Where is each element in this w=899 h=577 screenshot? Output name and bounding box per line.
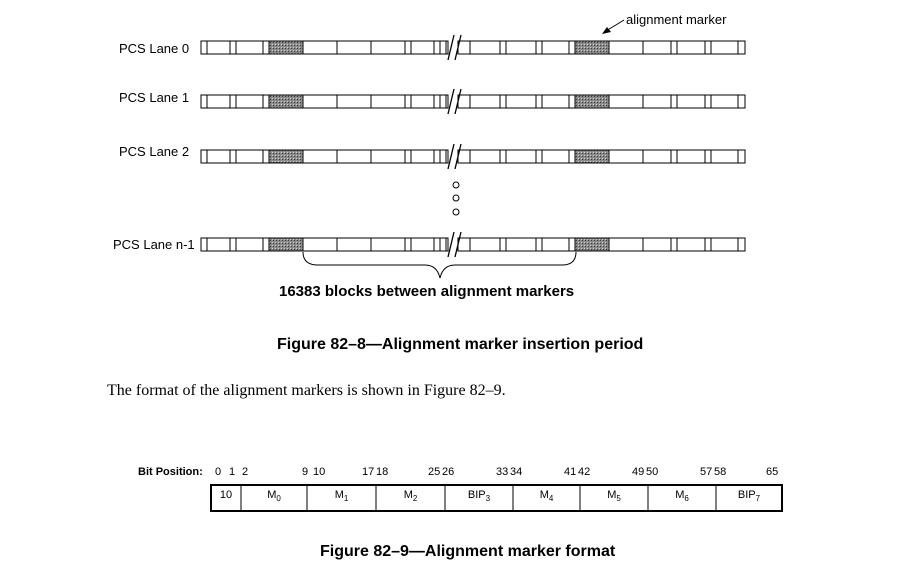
alignment-marker-block bbox=[574, 237, 610, 252]
lane-label-0: PCS Lane 0 bbox=[119, 41, 190, 56]
figure-82-9-caption: Figure 82–9—Alignment marker format bbox=[320, 543, 616, 560]
bit-number: 50 bbox=[646, 466, 659, 478]
alignment-marker-block bbox=[268, 149, 304, 164]
pcs-lane-3 bbox=[200, 231, 746, 258]
bit-number: 65 bbox=[766, 466, 779, 478]
bit-number: 26 bbox=[442, 466, 455, 478]
field-m5: M5 bbox=[607, 489, 621, 504]
alignment-marker-block bbox=[574, 94, 610, 109]
bit-number: 25 bbox=[428, 466, 441, 478]
bit-number: 2 bbox=[242, 466, 249, 478]
lane-label-1: PCS Lane 1 bbox=[119, 90, 190, 105]
field-m1: M1 bbox=[334, 489, 349, 504]
bit-number: 17 bbox=[362, 466, 375, 478]
continuation-dot bbox=[452, 181, 460, 189]
alignment-marker-block bbox=[268, 237, 304, 252]
alignment-marker-block bbox=[268, 40, 304, 55]
figure-82-8-caption: Figure 82–8—Alignment marker insertion p… bbox=[277, 336, 644, 353]
field-m6: M6 bbox=[675, 489, 689, 504]
pcs-lane-1 bbox=[200, 88, 746, 115]
field-m4: M4 bbox=[539, 489, 554, 504]
bit-number: 34 bbox=[510, 466, 523, 478]
bit-number: 42 bbox=[578, 466, 591, 478]
bit-position-label: Bit Position: bbox=[138, 466, 203, 478]
break-mark bbox=[447, 143, 455, 170]
alignment-marker-arrow bbox=[605, 19, 625, 32]
lane-label-n-1: PCS Lane n-1 bbox=[113, 237, 195, 252]
field-bip3: BIP3 bbox=[467, 489, 491, 504]
bit-number: 9 bbox=[302, 466, 309, 478]
continuation-dot bbox=[452, 208, 460, 216]
break-mark bbox=[454, 34, 462, 61]
break-mark bbox=[447, 88, 455, 115]
pcs-lane-0 bbox=[200, 34, 746, 61]
bit-number: 0 bbox=[215, 466, 222, 478]
bit-number: 49 bbox=[632, 466, 645, 478]
bit-number: 1 bbox=[229, 466, 236, 478]
alignment-marker-block bbox=[268, 94, 304, 109]
bit-number: 58 bbox=[714, 466, 727, 478]
pcs-lane-2 bbox=[200, 143, 746, 170]
bit-number: 41 bbox=[564, 466, 577, 478]
break-mark bbox=[447, 34, 455, 61]
bit-number: 33 bbox=[496, 466, 509, 478]
break-mark bbox=[454, 143, 462, 170]
bit-number: 10 bbox=[313, 466, 326, 478]
break-mark bbox=[447, 231, 455, 258]
break-mark bbox=[454, 231, 462, 258]
bit-number: 18 bbox=[376, 466, 389, 478]
lane-label-2: PCS Lane 2 bbox=[119, 144, 190, 159]
field-10: 10 bbox=[219, 489, 233, 501]
alignment-marker-label: alignment marker bbox=[626, 12, 727, 27]
blocks-between-markers-note: 16383 blocks between alignment markers bbox=[279, 283, 575, 300]
break-mark bbox=[454, 88, 462, 115]
alignment-marker-arrowhead bbox=[602, 27, 611, 34]
alignment-marker-block bbox=[574, 149, 610, 164]
body-paragraph: The format of the alignment markers is s… bbox=[107, 382, 506, 399]
alignment-marker-format-box bbox=[210, 484, 783, 512]
continuation-dot bbox=[452, 194, 460, 202]
field-m2: M2 bbox=[403, 489, 418, 504]
field-m0: M0 bbox=[267, 489, 281, 504]
period-brace bbox=[302, 251, 577, 279]
alignment-marker-block bbox=[574, 40, 610, 55]
field-bip7: BIP7 bbox=[737, 489, 761, 504]
bit-number: 57 bbox=[700, 466, 713, 478]
